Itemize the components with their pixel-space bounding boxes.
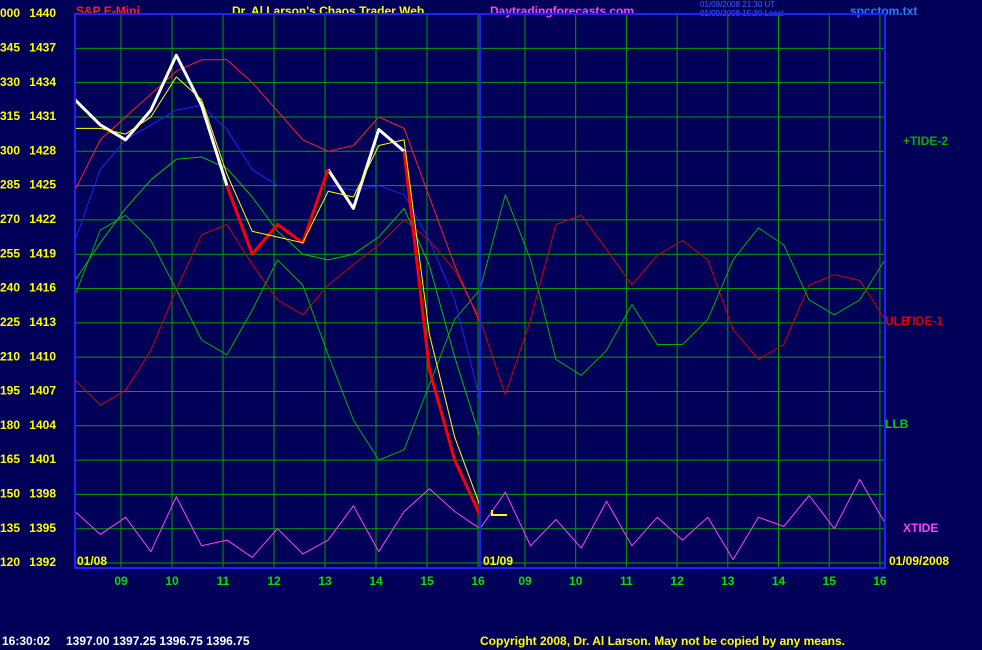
x-tick-label: 10	[569, 574, 583, 588]
y-tick-label: 1425	[29, 178, 56, 192]
legend-label: +TIDE-2	[903, 134, 948, 148]
x-tick-label: 15	[823, 574, 837, 588]
date-label: 01/09	[483, 554, 513, 568]
x-tick-label: 09	[114, 574, 128, 588]
x-tick-label: 14	[772, 574, 786, 588]
y-tick-label: 1413	[29, 315, 56, 329]
x-tick-label: 09	[518, 574, 532, 588]
degree-label: 225	[0, 315, 20, 329]
quote-time: 16:30:02	[2, 634, 50, 648]
y-tick-label: 1407	[29, 384, 56, 398]
curve-label: LLB	[885, 417, 909, 431]
y-tick-label: 1398	[29, 487, 56, 501]
series-line	[225, 151, 482, 516]
degree-label: 120	[0, 555, 20, 569]
degree-label: 135	[0, 521, 20, 535]
x-tick-label: 11	[217, 574, 230, 588]
degree-label: 180	[0, 418, 20, 432]
degree-label: 345	[0, 40, 20, 54]
x-tick-label: 16	[873, 574, 887, 588]
y-tick-label: 1410	[29, 349, 56, 363]
site: Daytradingforecasts.com	[490, 4, 634, 18]
date-label: 01/08	[77, 554, 107, 568]
degree-label: 240	[0, 281, 20, 295]
y-tick-label: 1419	[29, 246, 56, 260]
x-tick-label: 12	[267, 574, 281, 588]
y-tick-label: 1437	[29, 40, 56, 54]
symbol: S&P E-Mini	[76, 4, 140, 18]
series-line	[74, 105, 481, 400]
degree-label: 285	[0, 178, 20, 192]
degree-label: 150	[0, 487, 20, 501]
file-name: spcctom.txt	[850, 4, 917, 18]
x-tick-label: 16	[471, 574, 485, 588]
legend-label: XTIDE	[903, 521, 938, 535]
y-tick-label: 1392	[29, 555, 56, 569]
y-tick-label: 1440	[29, 6, 56, 20]
y-tick-label: 1422	[29, 212, 56, 226]
y-tick-label: 1401	[29, 452, 56, 466]
x-tick-label: 13	[721, 574, 735, 588]
marker	[491, 510, 507, 516]
degree-label: 300	[0, 143, 20, 157]
x-tick-label: 10	[165, 574, 179, 588]
series-line	[73, 53, 406, 210]
y-tick-label: 1404	[29, 418, 56, 432]
degree-label: 195	[0, 384, 20, 398]
degree-label: 330	[0, 75, 20, 89]
x-tick-label: 12	[670, 574, 684, 588]
legend-label: TIDE-1	[905, 314, 943, 328]
y-tick-label: 1434	[29, 75, 56, 89]
curve-label: ULB	[885, 314, 910, 328]
degree-label: 270	[0, 212, 20, 226]
quote: 1397.00 1397.25 1396.75 1396.75	[66, 634, 250, 648]
y-tick-label: 1428	[29, 143, 56, 157]
y-tick-label: 1416	[29, 281, 56, 295]
stamp-ut: 01/09/2008 21:30 UT	[700, 0, 775, 9]
degree-label: 000	[0, 6, 20, 20]
x-tick-label: 14	[369, 574, 383, 588]
x-tick-label: 13	[318, 574, 332, 588]
degree-label: 165	[0, 452, 20, 466]
degree-label: 255	[0, 246, 20, 260]
degree-label: 315	[0, 109, 20, 123]
series-line	[75, 76, 481, 506]
y-tick-label: 1395	[29, 521, 56, 535]
x-tick-label: 11	[620, 574, 633, 588]
copyright: Copyright 2008, Dr. Al Larson. May not b…	[480, 634, 845, 648]
y-tick-label: 1431	[29, 109, 56, 123]
date-label: 01/09/2008	[889, 554, 949, 568]
x-tick-label: 15	[420, 574, 434, 588]
degree-label: 210	[0, 349, 20, 363]
title: Dr. Al Larson's Chaos Trader Web	[232, 4, 424, 18]
series-line	[74, 59, 481, 324]
